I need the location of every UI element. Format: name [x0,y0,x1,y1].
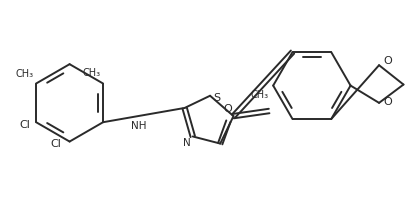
Text: NH: NH [131,121,147,131]
Text: CH₃: CH₃ [251,90,269,100]
Text: CH₃: CH₃ [16,69,34,80]
Text: Cl: Cl [51,139,61,149]
Text: O: O [223,104,232,114]
Text: S: S [213,93,220,103]
Text: CH₃: CH₃ [83,69,101,78]
Text: N: N [183,139,191,149]
Text: O: O [383,97,392,107]
Text: Cl: Cl [19,120,30,130]
Text: O: O [383,56,392,66]
